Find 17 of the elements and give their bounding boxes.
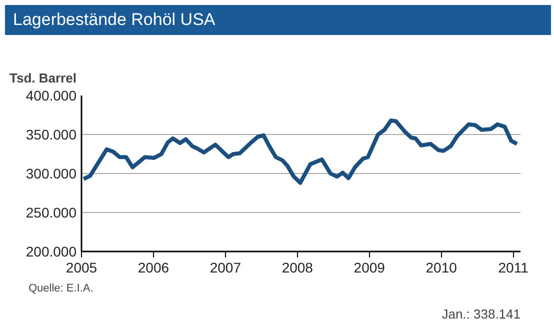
x-tick-label: 2009 [354, 260, 386, 276]
y-tick-label: 250.000 [26, 204, 77, 220]
x-tick-label: 2005 [66, 260, 98, 276]
y-tick-label: 350.000 [26, 126, 77, 142]
source-note: Quelle: E.I.A. [28, 282, 94, 294]
chart-title: Lagerbestände Rohöl USA [13, 9, 216, 31]
x-tick-label: 2011 [498, 260, 529, 276]
text: Jan.: 338.141 [442, 306, 521, 322]
line-series [82, 118, 519, 185]
x-tick-label: 2006 [138, 260, 170, 276]
y-tick-label: 200.000 [26, 244, 77, 260]
y-tick-label: 300.000 [26, 166, 77, 182]
y-tick-label: 400.000 [26, 88, 77, 104]
y-axis-title: Tsd. Barrel [10, 70, 76, 86]
x-tick-label: 2008 [282, 260, 314, 276]
x-tick-label: 2007 [210, 260, 242, 276]
x-tick-label: 2010 [426, 260, 458, 276]
